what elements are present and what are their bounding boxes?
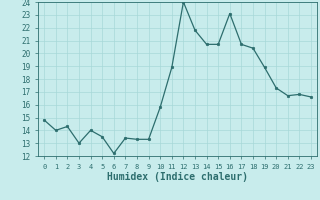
X-axis label: Humidex (Indice chaleur): Humidex (Indice chaleur) [107,172,248,182]
